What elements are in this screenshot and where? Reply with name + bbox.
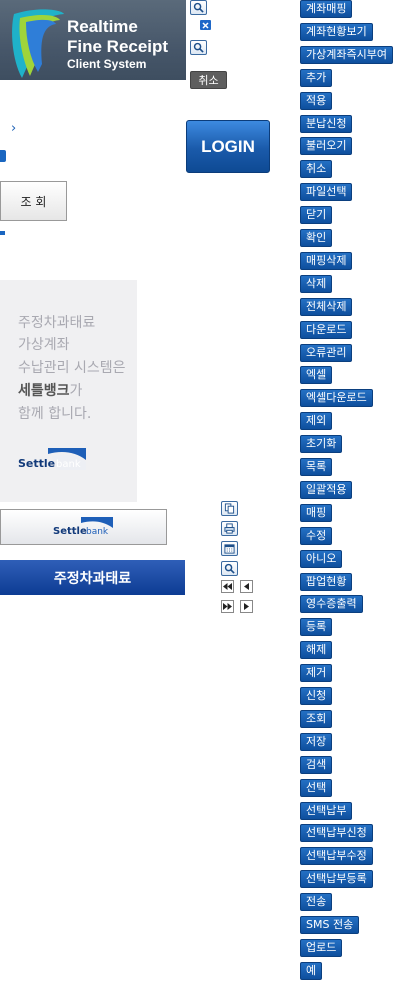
action-button[interactable]: 검색 [300, 756, 333, 774]
action-button[interactable]: 삭제 [300, 275, 333, 293]
next-page-button[interactable] [240, 600, 253, 613]
print-button[interactable] [221, 521, 238, 536]
copy-icon [224, 503, 235, 514]
chevron-right-icon: › [11, 121, 17, 136]
action-button[interactable]: 일괄적용 [300, 481, 353, 499]
action-button[interactable]: 오류관리 [300, 344, 353, 362]
action-button[interactable]: 수정 [300, 527, 333, 545]
action-button[interactable]: 팝업현황 [300, 573, 353, 591]
brand-bank: bank [86, 527, 109, 537]
action-button[interactable]: 적용 [300, 92, 333, 110]
action-button[interactable]: 선택 [300, 779, 333, 797]
settlebank-bar: Settle bank [0, 509, 167, 545]
settlebank-logo: Settle bank [18, 446, 86, 470]
first-page-button[interactable] [221, 580, 234, 593]
logo-line-3: Client System [67, 57, 147, 71]
action-button[interactable]: 다운로드 [300, 321, 353, 339]
calendar-button[interactable] [221, 541, 238, 556]
brand-settle: Settle [53, 526, 87, 537]
action-button[interactable]: 업로드 [300, 939, 343, 957]
marker-dot [0, 231, 5, 235]
double-chevron-right-icon [223, 603, 232, 610]
action-button[interactable]: 영수증출력 [300, 595, 363, 613]
brand-bank: bank [56, 459, 81, 470]
chevron-right-icon [244, 603, 249, 610]
action-button[interactable]: 불러오기 [300, 137, 353, 155]
action-button[interactable]: 계좌매핑 [300, 0, 353, 18]
marker-bar [0, 150, 6, 162]
action-button[interactable]: 예 [300, 962, 323, 980]
action-button[interactable]: 매핑삭제 [300, 252, 353, 270]
last-page-button[interactable] [221, 600, 234, 613]
action-button[interactable]: 선택납부 [300, 802, 353, 820]
close-icon [202, 21, 209, 29]
action-button[interactable]: 매핑 [300, 504, 333, 522]
banner-line-2: 가상계좌 [18, 337, 70, 353]
action-button[interactable]: 계좌현황보기 [300, 23, 373, 41]
settlebank-swoosh-icon [48, 448, 86, 470]
action-button[interactable]: 닫기 [300, 206, 333, 224]
search-button-1[interactable] [190, 0, 207, 15]
action-button[interactable]: 선택납부수정 [300, 847, 373, 865]
search-button[interactable]: 조 회 [0, 181, 67, 221]
action-button[interactable]: 확인 [300, 229, 333, 247]
clear-button[interactable] [200, 20, 211, 30]
magnifier-icon [193, 42, 204, 53]
action-button[interactable]: SMS 전송 [300, 916, 360, 934]
action-button[interactable]: 저장 [300, 733, 333, 751]
calendar-icon [224, 544, 235, 554]
action-button[interactable]: 전체삭제 [300, 298, 353, 316]
action-button[interactable]: 제거 [300, 664, 333, 682]
action-button[interactable]: 엑셀 [300, 366, 333, 384]
double-chevron-left-icon [223, 583, 232, 590]
magnifier-icon [193, 2, 204, 13]
cancel-button[interactable]: 취소 [190, 71, 227, 89]
settlebank-logo-small: Settle bank [53, 516, 113, 538]
magnifier-icon [224, 563, 235, 574]
action-button[interactable]: 초기화 [300, 435, 343, 453]
banner-brand-name: 세틀뱅크 [18, 383, 70, 399]
logo-swoosh-icon [12, 9, 65, 79]
action-button[interactable]: 취소 [300, 160, 333, 178]
chevron-left-icon [244, 583, 249, 590]
banner-particle: 가 [69, 383, 83, 399]
action-button[interactable]: 조회 [300, 710, 333, 728]
action-button[interactable]: 선택납부등록 [300, 870, 373, 888]
promo-banner: 주정차과태료 가상계좌 수납관리 시스템은 세틀뱅크가 함께 합니다. Sett… [0, 280, 137, 502]
action-button[interactable]: 해제 [300, 641, 333, 659]
banner-line-1: 주정차과태료 [18, 315, 96, 331]
action-button[interactable]: 파일선택 [300, 183, 353, 201]
prev-page-button[interactable] [240, 580, 253, 593]
printer-icon [224, 523, 235, 534]
action-button[interactable]: 가상계좌즉시부여 [300, 46, 393, 64]
action-button[interactable]: 제외 [300, 412, 333, 430]
action-button[interactable]: 전송 [300, 893, 333, 911]
action-button[interactable]: 등록 [300, 618, 333, 636]
banner-line-5: 함께 합니다. [18, 406, 92, 422]
search-button-2[interactable] [190, 40, 207, 55]
action-button[interactable]: 신청 [300, 687, 333, 705]
login-button[interactable]: LOGIN [186, 120, 270, 173]
logo-line-2: Fine Receipt [67, 37, 169, 56]
action-button[interactable]: 선택납부신청 [300, 824, 373, 842]
brand-settle: Settle [18, 457, 56, 470]
action-button[interactable]: 추가 [300, 69, 333, 87]
copy-button[interactable] [221, 501, 238, 516]
action-button[interactable]: 목록 [300, 458, 333, 476]
banner-line-4: 세틀뱅크가 [18, 380, 82, 400]
app-logo: Realtime Fine Receipt Client System [0, 0, 186, 80]
action-button[interactable]: 엑셀다운로드 [300, 389, 373, 407]
title-bar: 주정차과태료 [0, 560, 185, 595]
banner-line-3: 수납관리 시스템은 [18, 360, 126, 376]
settlebank-swoosh-icon [81, 517, 113, 528]
action-button[interactable]: 분납신청 [300, 115, 353, 133]
logo-line-1: Realtime [67, 17, 138, 36]
search-button-3[interactable] [221, 561, 238, 576]
action-button[interactable]: 아니오 [300, 550, 343, 568]
